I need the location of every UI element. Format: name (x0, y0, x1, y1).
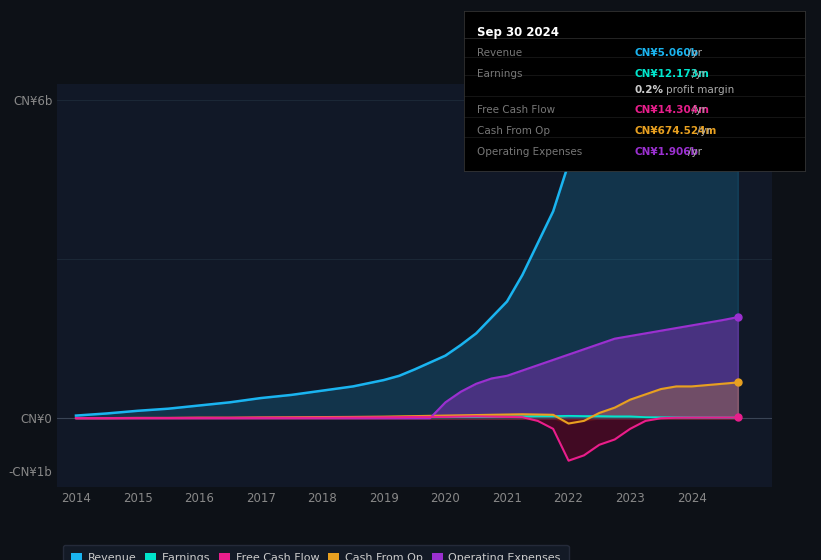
Text: 0.2%: 0.2% (635, 85, 663, 95)
Text: /yr: /yr (692, 69, 706, 78)
Text: Free Cash Flow: Free Cash Flow (478, 105, 556, 115)
Text: profit margin: profit margin (666, 85, 734, 95)
Text: Revenue: Revenue (478, 48, 523, 58)
Text: CN¥674.524m: CN¥674.524m (635, 126, 717, 136)
Legend: Revenue, Earnings, Free Cash Flow, Cash From Op, Operating Expenses: Revenue, Earnings, Free Cash Flow, Cash … (63, 545, 569, 560)
Text: /yr: /yr (688, 147, 702, 157)
Text: Cash From Op: Cash From Op (478, 126, 551, 136)
Text: CN¥1.906b: CN¥1.906b (635, 147, 698, 157)
Text: CN¥12.173m: CN¥12.173m (635, 69, 709, 78)
Text: /yr: /yr (688, 48, 702, 58)
Text: /yr: /yr (696, 126, 710, 136)
Text: Earnings: Earnings (478, 69, 523, 78)
Text: /yr: /yr (692, 105, 706, 115)
Text: CN¥5.060b: CN¥5.060b (635, 48, 699, 58)
Text: Sep 30 2024: Sep 30 2024 (478, 26, 559, 39)
Text: CN¥14.304m: CN¥14.304m (635, 105, 709, 115)
Text: Operating Expenses: Operating Expenses (478, 147, 583, 157)
